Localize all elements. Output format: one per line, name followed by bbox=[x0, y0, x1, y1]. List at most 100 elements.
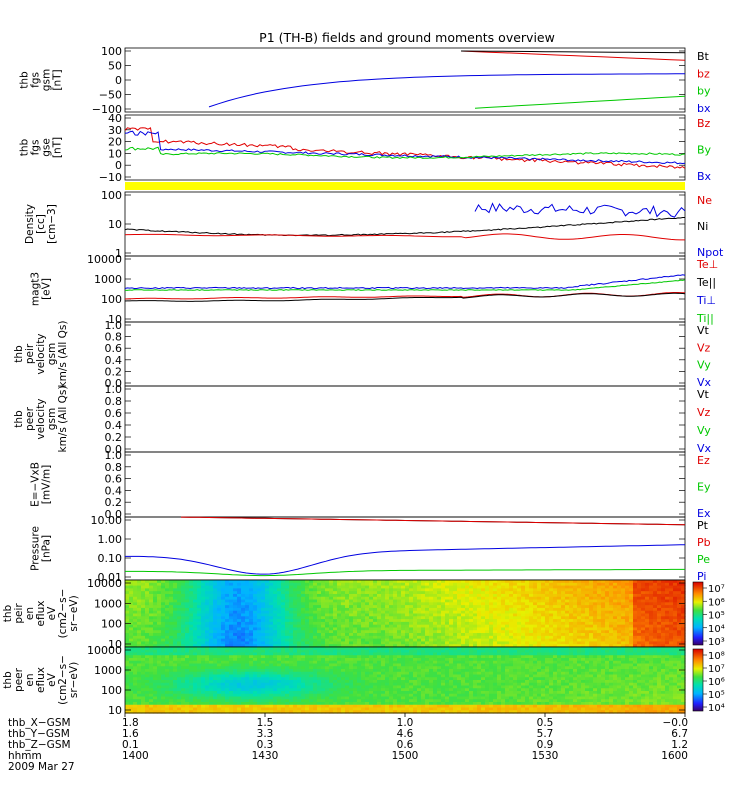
heatmap-cell bbox=[625, 582, 630, 587]
heatmap-cell bbox=[381, 619, 386, 623]
heatmap-cell bbox=[205, 580, 210, 584]
heatmap-cell bbox=[513, 635, 518, 640]
heatmap-cell bbox=[157, 655, 162, 659]
heatmap-cell bbox=[225, 638, 230, 643]
heatmap-cell bbox=[153, 588, 158, 592]
heatmap-cell bbox=[537, 621, 542, 626]
heatmap-cell bbox=[173, 596, 178, 601]
heatmap-cell bbox=[333, 658, 338, 662]
heatmap-cell bbox=[581, 585, 586, 589]
heatmap-cell bbox=[181, 707, 186, 711]
heatmap-cell bbox=[241, 693, 246, 698]
heatmap-cell bbox=[405, 616, 410, 620]
heatmap-cell bbox=[289, 599, 294, 603]
heatmap-cell bbox=[173, 605, 178, 609]
heatmap-cell bbox=[297, 593, 302, 598]
heatmap-cell bbox=[413, 644, 418, 648]
heatmap-cell bbox=[317, 619, 322, 623]
heatmap-cell bbox=[593, 638, 598, 643]
heatmap-cell bbox=[377, 635, 382, 640]
heatmap-cell bbox=[329, 593, 334, 598]
heatmap-cell bbox=[637, 591, 642, 595]
heatmap-cell bbox=[249, 688, 254, 692]
heatmap-cell bbox=[633, 596, 638, 601]
heatmap-cell bbox=[293, 702, 298, 706]
heatmap-cell bbox=[409, 591, 414, 595]
heatmap-cell bbox=[625, 602, 630, 606]
heatmap-cell bbox=[169, 605, 174, 609]
heatmap-cell bbox=[473, 585, 478, 589]
heatmap-cell bbox=[313, 605, 318, 609]
heatmap-cell bbox=[501, 621, 506, 626]
heatmap-cell bbox=[261, 710, 266, 714]
heatmap-cell bbox=[221, 685, 226, 689]
heatmap-cell bbox=[313, 671, 318, 676]
heatmap-cell bbox=[329, 682, 334, 687]
heatmap-cell bbox=[281, 641, 286, 645]
heatmap-cell bbox=[125, 599, 130, 603]
heatmap-cell bbox=[557, 644, 562, 648]
heatmap-cell bbox=[665, 593, 670, 598]
heatmap-cell bbox=[525, 638, 530, 643]
heatmap-cell bbox=[321, 624, 326, 629]
heatmap-cell bbox=[181, 666, 186, 670]
heatmap-cell bbox=[585, 596, 590, 601]
heatmap-cell bbox=[125, 704, 130, 709]
heatmap-cell bbox=[249, 624, 254, 629]
heatmap-cell bbox=[205, 707, 210, 711]
heatmap-cell bbox=[285, 591, 290, 595]
heatmap-cell bbox=[641, 638, 646, 643]
heatmap-cell bbox=[229, 580, 234, 584]
heatmap-cell bbox=[133, 647, 138, 651]
heatmap-cell bbox=[649, 605, 654, 609]
heatmap-cell bbox=[421, 630, 426, 634]
heatmap-cell bbox=[317, 677, 322, 681]
heatmap-cell bbox=[241, 674, 246, 678]
heatmap-cell bbox=[393, 599, 398, 603]
heatmap-cell bbox=[681, 591, 686, 595]
heatmap-cell bbox=[205, 682, 210, 687]
heatmap-cell bbox=[153, 660, 158, 665]
heatmap-cell bbox=[185, 585, 190, 589]
heatmap-cell bbox=[245, 691, 250, 695]
heatmap-cell bbox=[361, 599, 366, 603]
heatmap-cell bbox=[289, 607, 294, 612]
heatmap-cell bbox=[173, 704, 178, 709]
heatmap-cell bbox=[365, 607, 370, 612]
heatmap-cell bbox=[537, 602, 542, 606]
heatmap-cell bbox=[489, 588, 494, 592]
heatmap-cell bbox=[305, 682, 310, 687]
heatmap-cell bbox=[173, 655, 178, 659]
heatmap-cell bbox=[673, 602, 678, 606]
heatmap-cell bbox=[329, 693, 334, 698]
heatmap-cell bbox=[277, 616, 282, 620]
heatmap-cell bbox=[661, 607, 666, 612]
heatmap-cell bbox=[181, 702, 186, 706]
heatmap-cell bbox=[149, 688, 154, 692]
heatmap-cell bbox=[229, 677, 234, 681]
heatmap-cell bbox=[425, 638, 430, 643]
heatmap-cell bbox=[589, 610, 594, 615]
heatmap-cell bbox=[537, 582, 542, 587]
heatmap-cell bbox=[161, 593, 166, 598]
heatmap-cell bbox=[301, 627, 306, 631]
heatmap-cell bbox=[361, 630, 366, 634]
heatmap-cell bbox=[457, 624, 462, 629]
heatmap-cell bbox=[125, 630, 130, 634]
heatmap-cell bbox=[645, 616, 650, 620]
heatmap-cell bbox=[205, 599, 210, 603]
heatmap-cell bbox=[285, 674, 290, 678]
heatmap-cell bbox=[465, 607, 470, 612]
heatmap-cell bbox=[605, 635, 610, 640]
heatmap-cell bbox=[225, 707, 230, 711]
heatmap-cell bbox=[357, 627, 362, 631]
heatmap-cell bbox=[277, 602, 282, 606]
heatmap-cell bbox=[149, 707, 154, 711]
heatmap-cell bbox=[205, 613, 210, 617]
heatmap-cell bbox=[541, 593, 546, 598]
heatmap-cell bbox=[141, 641, 146, 645]
heatmap-cell bbox=[165, 616, 170, 620]
heatmap-cell bbox=[585, 616, 590, 620]
heatmap-cell bbox=[349, 580, 354, 584]
heatmap-cell bbox=[157, 621, 162, 626]
